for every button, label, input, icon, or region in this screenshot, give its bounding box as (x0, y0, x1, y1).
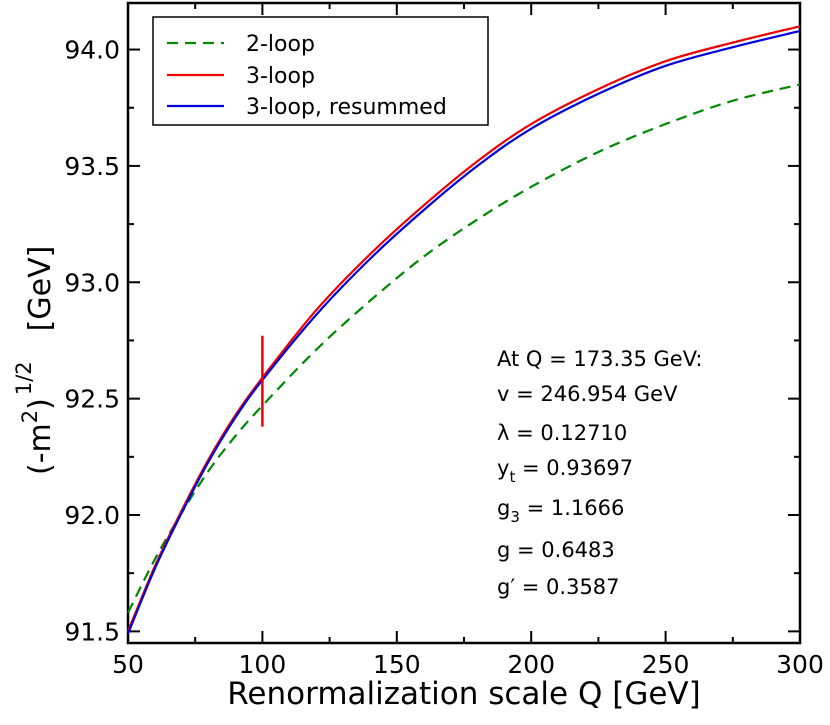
x-tick-label: 300 (776, 650, 824, 679)
legend-label-2-loop: 2-loop (246, 32, 315, 57)
y-tick-label: 93.5 (64, 152, 120, 181)
annotation-header: At Q = 173.35 GeV: (497, 347, 702, 371)
ylabel-square: 2 (18, 410, 42, 423)
y-tick-label: 94.0 (64, 36, 120, 65)
y-tick-label: 92.5 (64, 385, 120, 414)
series-2-loop-line (127, 83, 801, 614)
annotation-yt-sub: t (509, 468, 515, 486)
legend-label-3-loop-resummed: 3-loop, resummed (246, 95, 447, 120)
axis-ticks (127, 3, 801, 643)
legend: 2-loop 3-loop 3-loop, resummed (152, 16, 489, 126)
svg-text:(-m2)1/2[GeV]: (-m2) 1/2 [GeV] (12, 246, 58, 475)
y-tick-label: 92.0 (64, 501, 120, 530)
legend-label-3-loop: 3-loop (246, 64, 315, 89)
ylabel-unit: [GeV] (23, 246, 58, 332)
annotation-g3: g3 = 1.1666 (497, 496, 624, 526)
series (126, 25, 801, 635)
x-tick-label: 200 (507, 650, 555, 679)
annotation-g3-base: g (497, 496, 510, 520)
x-tick-labels: 50 100 150 200 250 300 (112, 650, 824, 679)
y-tick-labels: 91.5 92.0 92.5 93.0 93.5 94.0 (64, 36, 120, 647)
annotation-g: g = 0.6483 (497, 538, 615, 562)
y-axis-title: (-m2) 1/2 [GeV] (12, 246, 58, 475)
ylabel-base: (-m (23, 423, 58, 475)
series-3-loop-resummed-line (126, 29, 801, 635)
annotation-g3-value: = 1.1666 (520, 496, 624, 520)
y-tick-label: 93.0 (64, 268, 120, 297)
annotation-gprime: g′ = 0.3587 (497, 575, 620, 599)
ylabel-close: ) (23, 398, 58, 410)
annotation-yt: yt = 0.93697 (497, 456, 633, 486)
annotation-lambda: λ = 0.12710 (497, 421, 627, 445)
annotation-yt-base: y (497, 456, 509, 480)
x-tick-label: 100 (239, 650, 287, 679)
x-tick-label: 50 (112, 650, 144, 679)
annotation-v: v = 246.954 GeV (497, 382, 678, 406)
annotation-g3-sub: 3 (510, 508, 520, 526)
x-tick-label: 150 (373, 650, 421, 679)
parameter-annotation: At Q = 173.35 GeV: v = 246.954 GeV λ = 0… (497, 347, 702, 599)
x-axis-title: Renormalization scale Q [GeV] (227, 676, 700, 712)
x-tick-label: 250 (642, 650, 690, 679)
ylabel-power: 1/2 (12, 361, 36, 395)
y-tick-label: 91.5 (64, 617, 120, 646)
annotation-yt-value: = 0.93697 (515, 456, 633, 480)
